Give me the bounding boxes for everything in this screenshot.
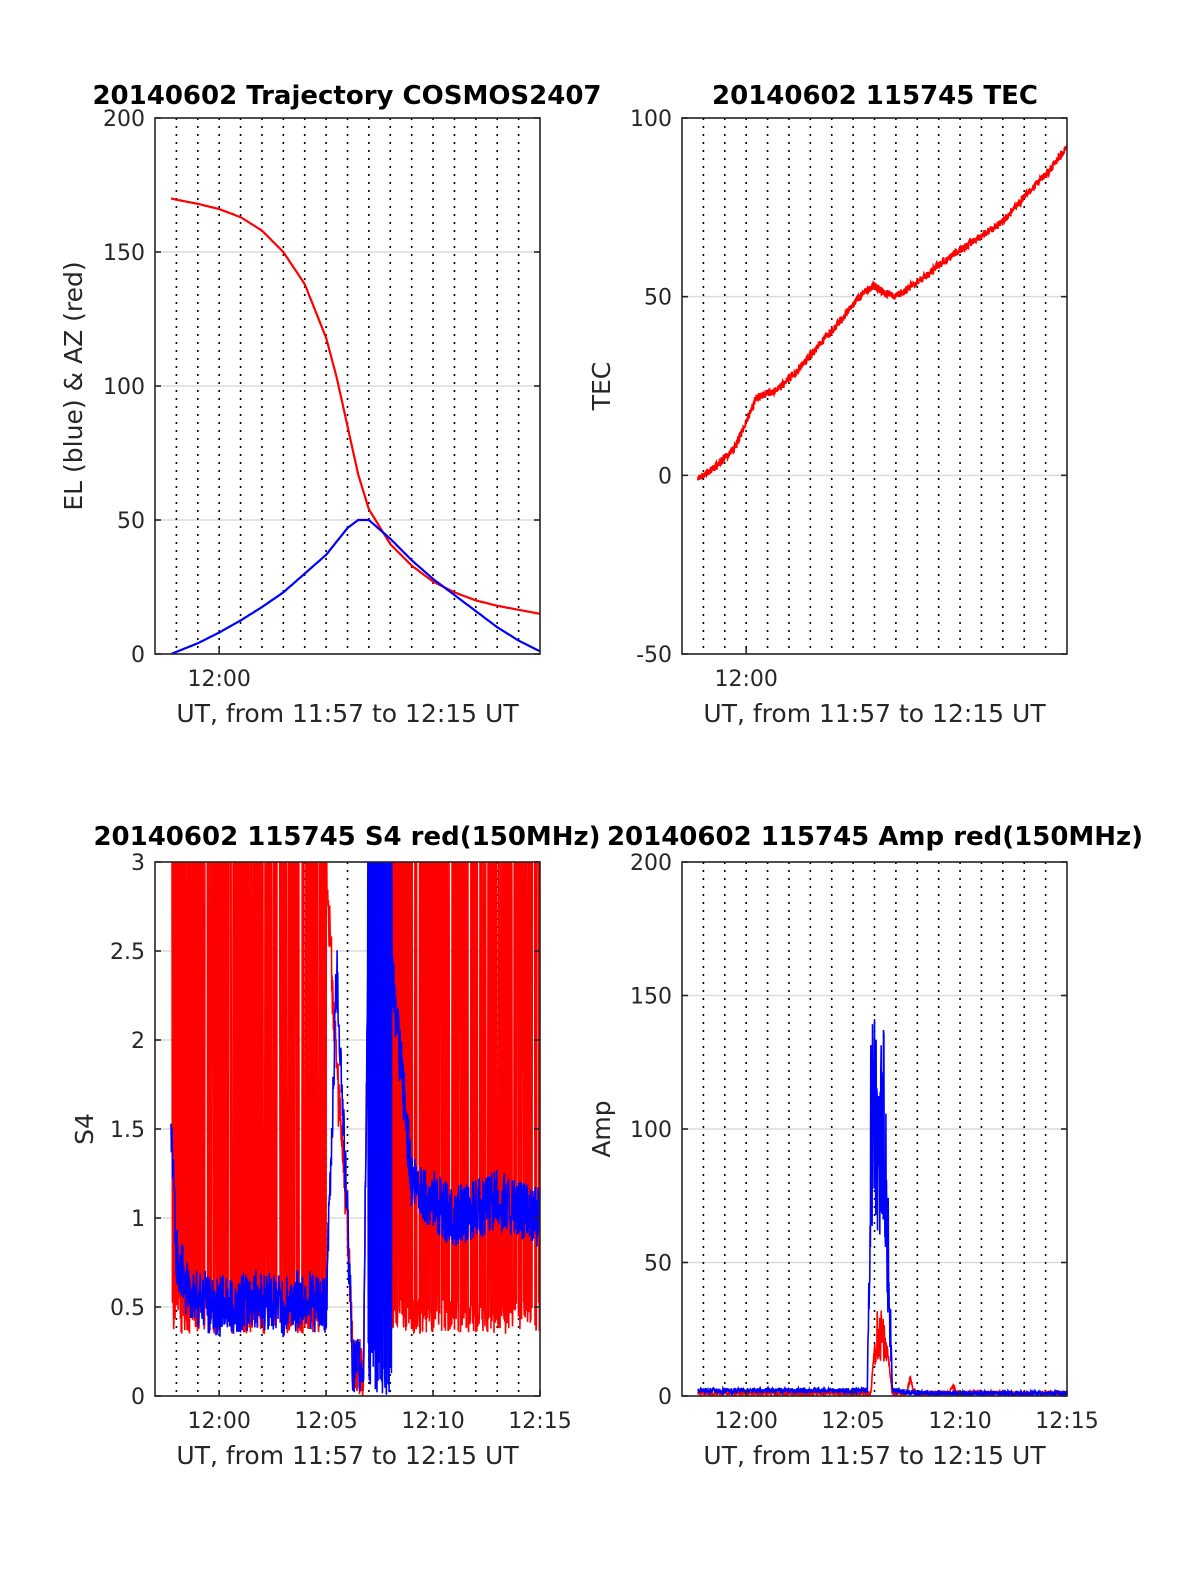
x-axis-label: UT, from 11:57 to 12:15 UT — [176, 1441, 519, 1470]
y-tick-label: 0 — [131, 1385, 145, 1410]
y-axis-label: TEC — [587, 362, 616, 412]
s4-panel: 0 0.5 1 1.5 2 2.5 3 12:00 12:05 12:10 12:15 2014060… — [70, 822, 601, 1470]
x-tick-label: 12:00 — [714, 1409, 777, 1434]
amp-panel: 0 50 100 150 200 12:00 12:05 12:10 12:15 20140602… — [587, 822, 1143, 1470]
x-tick-label: 12:10 — [401, 1409, 464, 1434]
trajectory-panel: 0 50 100 150 200 12:00 20140602 Trajectory COS… — [59, 81, 602, 728]
chart-title: 20140602 115745 Amp red(150MHz) — [607, 822, 1143, 852]
y-tick-label: 2.5 — [110, 940, 145, 965]
x-tick-label: 12:10 — [928, 1409, 991, 1434]
y-tick-label: 200 — [630, 851, 672, 876]
series-line — [170, 862, 540, 1395]
y-tick-label: 50 — [644, 1252, 672, 1277]
y-tick-label: 3 — [131, 851, 145, 876]
y-tick-label: 0 — [658, 464, 672, 489]
y-tick-label: -50 — [636, 643, 672, 668]
x-tick-label: 12:15 — [1035, 1409, 1098, 1434]
y-tick-label: 1.5 — [110, 1118, 145, 1143]
chart-title: 20140602 Trajectory COSMOS2407 — [92, 81, 601, 111]
y-tick-label: 1 — [131, 1207, 145, 1232]
y-tick-label: 0 — [131, 643, 145, 668]
chart-title: 20140602 115745 S4 red(150MHz) — [93, 822, 600, 852]
series-line — [170, 197, 540, 615]
series-line — [170, 518, 540, 654]
x-tick-label: 12:05 — [294, 1409, 357, 1434]
y-tick-label: 150 — [630, 985, 672, 1010]
y-axis-label: EL (blue) & AZ (red) — [59, 261, 88, 510]
x-axis-label: UT, from 11:57 to 12:15 UT — [703, 699, 1046, 728]
y-tick-label: 100 — [630, 107, 672, 132]
y-tick-label: 0 — [658, 1385, 672, 1410]
y-tick-label: 100 — [103, 375, 145, 400]
x-tick-label: 12:15 — [508, 1409, 571, 1434]
x-tick-label: 12:00 — [187, 667, 250, 692]
y-tick-label: 100 — [630, 1118, 672, 1143]
axes-box — [681, 117, 1068, 655]
y-tick-label: 50 — [644, 286, 672, 311]
x-axis-label: UT, from 11:57 to 12:15 UT — [703, 1441, 1046, 1470]
tec-panel: -50 0 50 100 12:00 20140602 115745 TEC UT, fro… — [587, 81, 1068, 728]
y-axis-label: Amp — [587, 1100, 616, 1157]
chart-title: 20140602 115745 TEC — [712, 81, 1038, 111]
y-tick-label: 2 — [131, 1029, 145, 1054]
x-tick-label: 12:05 — [821, 1409, 884, 1434]
x-axis-label: UT, from 11:57 to 12:15 UT — [176, 699, 519, 728]
x-tick-label: 12:00 — [187, 1409, 250, 1434]
x-tick-label: 12:00 — [714, 667, 777, 692]
y-tick-label: 50 — [117, 509, 145, 534]
y-tick-label: 0.5 — [110, 1296, 145, 1321]
series-line — [697, 145, 1067, 481]
y-tick-label: 150 — [103, 241, 145, 266]
y-tick-label: 200 — [103, 107, 145, 132]
y-axis-label: S4 — [70, 1113, 99, 1145]
series-line — [697, 1019, 1067, 1396]
